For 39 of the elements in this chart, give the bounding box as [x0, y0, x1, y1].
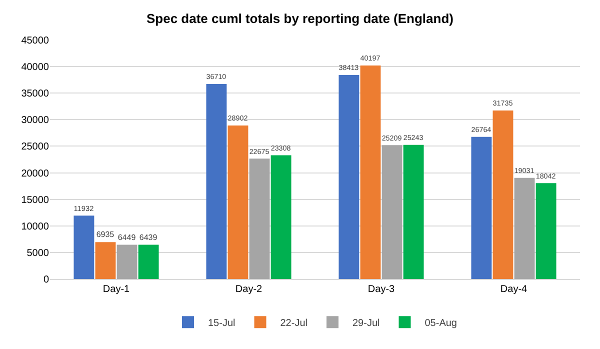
- legend-label: 05-Aug: [424, 318, 457, 330]
- bar: [138, 244, 159, 279]
- bar: [249, 158, 270, 279]
- bar: [492, 110, 514, 279]
- bar: [228, 126, 248, 279]
- y-tick-label: 30000: [21, 115, 50, 126]
- y-tick-label: 10000: [21, 221, 50, 232]
- y-tick-label: 40000: [21, 62, 50, 74]
- bar: [360, 66, 381, 279]
- x-tick-label: Day-4: [500, 284, 528, 295]
- data-label: 6935: [96, 230, 115, 240]
- bar: [403, 144, 424, 279]
- y-tick-label: 45000: [21, 36, 50, 46]
- x-tick-label: Day-3: [368, 284, 396, 295]
- y-tick-label: 35000: [21, 88, 50, 100]
- legend-label: 15-Jul: [208, 318, 236, 330]
- bar: [74, 216, 94, 279]
- bar: [116, 244, 138, 279]
- bar: [382, 145, 402, 279]
- y-tick-label: 0: [43, 274, 50, 286]
- data-label: 6449: [118, 232, 136, 242]
- y-tick-label: 20000: [21, 168, 50, 180]
- bar: [471, 136, 492, 279]
- data-label: 11932: [74, 204, 94, 213]
- legend-label: 22-Jul: [280, 318, 308, 330]
- bar: [536, 183, 556, 279]
- chart-title: Spec date cuml totals by reporting date (England): [146, 11, 454, 26]
- bar: [206, 84, 227, 279]
- data-label: 6439: [139, 232, 158, 242]
- bar: [95, 242, 116, 279]
- legend-label: 29-Jul: [352, 318, 380, 330]
- bar: [514, 178, 535, 279]
- bar: [270, 155, 292, 279]
- bar: [338, 74, 360, 279]
- x-tick-label: Day-1: [102, 284, 130, 295]
- x-tick-label: Day-2: [235, 284, 263, 295]
- y-tick-label: 15000: [21, 194, 50, 206]
- y-tick-label: 5000: [26, 248, 50, 259]
- y-tick-label: 25000: [21, 142, 50, 153]
